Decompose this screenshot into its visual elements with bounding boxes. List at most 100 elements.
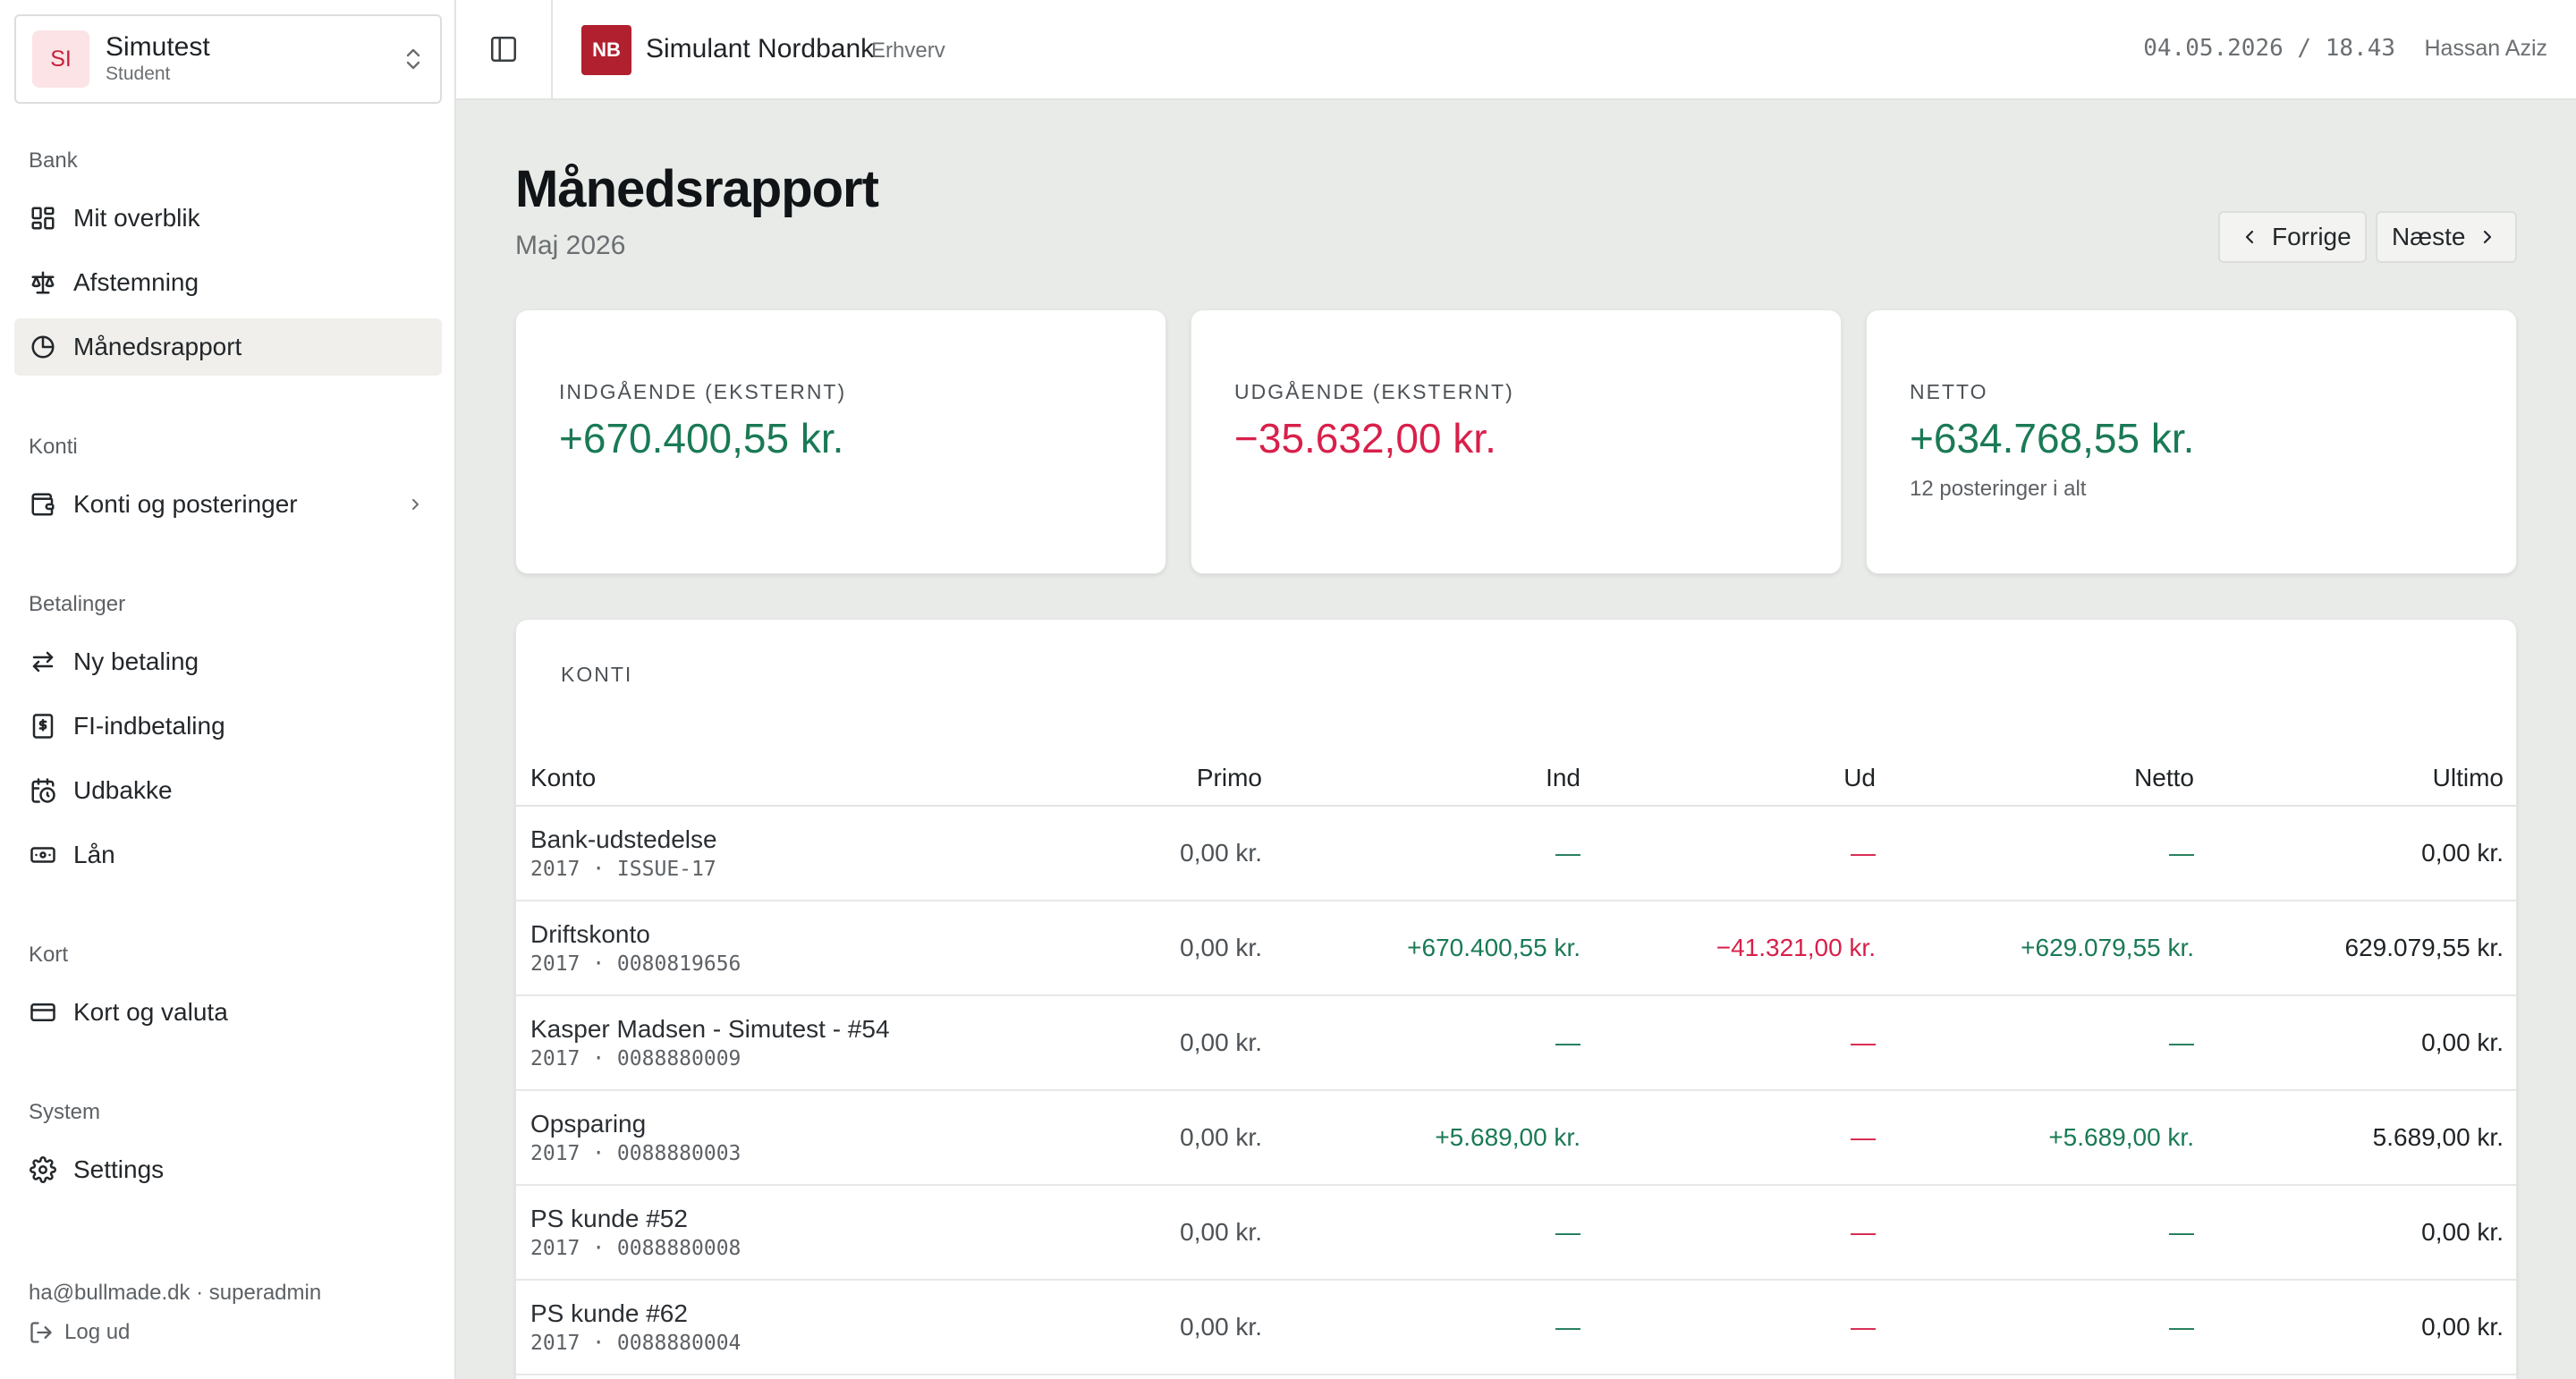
ultimo-cell: 0,00 kr. [2208,995,2516,1091]
dashboard-icon [29,204,57,233]
nav-item-label: Lån [73,841,115,868]
netto-cell: — [1890,995,2208,1091]
nav-item-maanedsrapport[interactable]: Månedsrapport [14,318,442,376]
nav-item-label: Konti og posteringer [73,490,298,518]
page-period: Maj 2026 [515,231,626,260]
incoming-total: +670.400,55 kr. [559,415,844,461]
nav-item-fi-indbetaling[interactable]: FI-indbetaling [14,698,442,755]
ultimo-cell: 0,00 kr. [2208,1280,2516,1375]
current-user: Hassan Aziz [2424,36,2547,61]
previous-label: Forrige [2272,223,2351,250]
org-name: Simutest [106,32,210,62]
logout-label: Log ud [64,1320,131,1344]
accounts-table: Konto Primo Ind Ud Netto Ultimo Bank-uds… [516,750,2516,1375]
ud-cell: — [1595,995,1890,1091]
account-number: 2017 · 0088880003 [530,1142,741,1165]
sidebar-toggle-button[interactable] [456,0,553,98]
net-total: +634.768,55 kr. [1910,415,2195,461]
nav-item-label: Settings [73,1155,165,1183]
nav-item-afstemning[interactable]: Afstemning [14,254,442,311]
logout-button[interactable]: Log ud [29,1320,130,1345]
gear-icon [29,1155,57,1184]
chevron-right-icon [412,499,419,510]
nav-item-kort-valuta[interactable]: Kort og valuta [14,984,442,1041]
table-row[interactable]: Opsparing 2017 · 0088880003 0,00 kr. +5.6… [516,1090,2516,1186]
table-row[interactable]: PS kunde #52 2017 · 0088880008 0,00 kr. —… [516,1185,2516,1281]
account-number: 2017 · 0088880008 [530,1237,741,1260]
ind-cell: — [1276,1185,1595,1281]
transaction-count: 12 posteringer i alt [1910,477,2087,501]
primo-cell: 0,00 kr. [1097,1090,1276,1186]
bank-segment: Erhverv [871,38,945,63]
calendar-clock-icon [29,776,57,805]
nav-item-label: Udbakke [73,776,173,804]
outgoing-summary-card: UDGÅENDE (EKSTERNT) −35.632,00 kr. [1191,309,1842,574]
account-name: Driftskonto [530,920,650,948]
nav-item-konti-posteringer[interactable]: Konti og posteringer [14,476,442,533]
ind-cell: — [1276,806,1595,901]
next-label: Næste [2392,223,2466,250]
netto-cell: +629.079,55 kr. [1890,901,2208,996]
org-avatar: SI [32,30,89,88]
ud-cell: — [1595,1280,1890,1375]
nav-item-label: Kort og valuta [73,998,228,1026]
table-row[interactable]: Kasper Madsen - Simutest - #54 2017 · 008… [516,995,2516,1091]
table-row[interactable]: Driftskonto 2017 · 0080819656 0,00 kr. +6… [516,901,2516,996]
nav-item-settings[interactable]: Settings [14,1141,442,1198]
card-label: NETTO [1910,380,1988,403]
netto-cell: +5.689,00 kr. [1890,1090,2208,1186]
column-header-ultimo: Ultimo [2208,750,2516,807]
bank-logo: NB [581,25,631,75]
account-number: 2017 · 0080819656 [530,952,741,976]
card-label: UDGÅENDE (EKSTERNT) [1234,380,1514,403]
net-summary-card: NETTO +634.768,55 kr. 12 posteringer i a… [1866,309,2517,574]
sidebar: SI Simutest Student Bank Mit overblik Af… [0,0,456,1379]
org-switcher[interactable]: SI Simutest Student [14,14,442,104]
incoming-summary-card: INDGÅENDE (EKSTERNT) +670.400,55 kr. [515,309,1166,574]
table-row[interactable]: PS kunde #62 2017 · 0088880004 0,00 kr. —… [516,1280,2516,1375]
column-header-primo: Primo [1097,750,1276,807]
table-header-row: Konto Primo Ind Ud Netto Ultimo [516,750,2516,807]
account-number: 2017 · 0088880004 [530,1332,741,1355]
account-name: Kasper Madsen - Simutest - #54 [530,1015,890,1043]
nav-section-system: System [29,1100,101,1124]
ud-cell: — [1595,1185,1890,1281]
account-name: Bank-udstedelse [530,825,717,853]
nav-item-label: Ny betaling [73,647,199,675]
ind-cell: — [1276,995,1595,1091]
nav-item-label: Månedsrapport [73,333,242,360]
nav-item-udbakke[interactable]: Udbakke [14,762,442,819]
nav-item-label: Mit overblik [73,204,200,232]
column-header-netto: Netto [1890,750,2208,807]
primo-cell: 0,00 kr. [1097,1185,1276,1281]
account-number: 2017 · ISSUE-17 [530,858,716,881]
account-name: Opsparing [530,1110,647,1138]
previous-month-button[interactable]: Forrige [2218,211,2367,263]
nav-item-laan[interactable]: Lån [14,826,442,884]
primo-cell: 0,00 kr. [1097,995,1276,1091]
bank-name: Simulant Nordbank [646,34,875,63]
netto-cell: — [1890,806,2208,901]
ultimo-cell: 629.079,55 kr. [2208,901,2516,996]
table-row[interactable]: Bank-udstedelse 2017 · ISSUE-17 0,00 kr. … [516,806,2516,901]
nav-item-label: FI-indbetaling [73,712,225,740]
accounts-table-card: KONTI Konto Primo Ind Ud Netto Ultimo Ba… [515,619,2517,1379]
card-label: INDGÅENDE (EKSTERNT) [559,380,847,403]
next-month-button[interactable]: Næste [2376,211,2517,263]
nav-section-betalinger: Betalinger [29,592,126,616]
ultimo-cell: 0,00 kr. [2208,806,2516,901]
chevron-right-icon [2484,230,2492,244]
nav-item-overblik[interactable]: Mit overblik [14,190,442,247]
primo-cell: 0,00 kr. [1097,1280,1276,1375]
nav-item-ny-betaling[interactable]: Ny betaling [14,633,442,690]
account-name: PS kunde #52 [530,1205,688,1232]
user-email: ha@bullmade.dk · superadmin [29,1281,322,1305]
ind-cell: +670.400,55 kr. [1276,901,1595,996]
column-header-ud: Ud [1595,750,1890,807]
logout-icon [30,1322,52,1343]
sidebar-toggle-icon [490,36,517,63]
receipt-icon [29,712,57,740]
ultimo-cell: 5.689,00 kr. [2208,1090,2516,1186]
pie-chart-icon [29,333,57,361]
primo-cell: 0,00 kr. [1097,806,1276,901]
